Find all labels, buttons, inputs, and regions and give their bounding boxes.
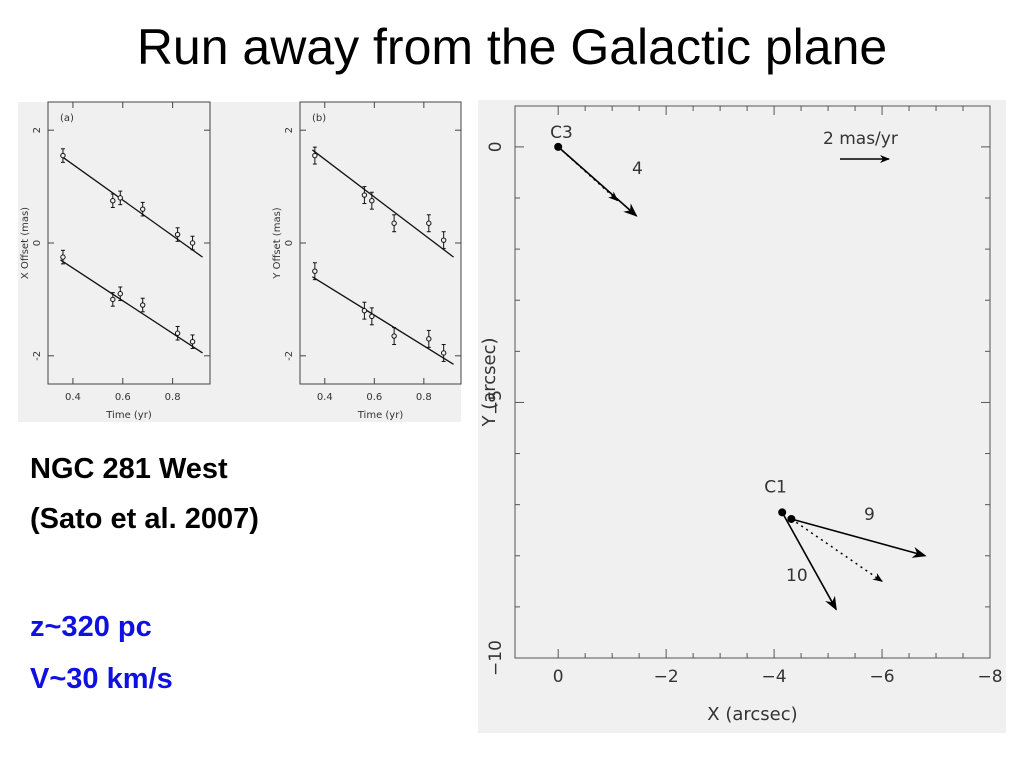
proper-motion-vector (557, 146, 638, 217)
source-point (778, 508, 787, 517)
data-point (440, 350, 447, 356)
x-tick-label: 0.6 (115, 392, 131, 403)
data-point (189, 339, 196, 345)
plot-frame (514, 105, 991, 659)
y-tick-label: 0 (486, 141, 506, 152)
data-point (60, 254, 66, 260)
fit-line (311, 149, 454, 258)
fit-line (312, 276, 454, 365)
data-point (140, 206, 146, 212)
proper-motion-vector (781, 511, 837, 611)
panel-label: (b) (312, 113, 326, 124)
x-tick-label: 0.8 (416, 392, 432, 403)
data-point (426, 220, 432, 226)
plot-frame (299, 101, 462, 385)
timeseries-figure: (a) 0.4 0.6 0.8 2 0 -2 Time (yr) X Offset (mas) (… (20, 101, 462, 421)
y-axis-label: X Offset (mas) (20, 207, 31, 279)
y-axis-label: Y Offset (mas) (272, 207, 283, 279)
data-point (60, 152, 66, 159)
x-tick-label: −4 (762, 667, 787, 687)
proper-motion-figure: 0 −2 −4 −6 −8 0 −5 −10 X (arcsec) Y (arcsec) 2 mas… (479, 105, 1003, 725)
x-tick-label: 0.4 (65, 392, 81, 403)
source-label: C1 (764, 477, 787, 497)
y-axis-label: Y (arcsec) (479, 337, 500, 427)
data-point (391, 333, 397, 339)
x-axis-label: Time (yr) (105, 410, 152, 421)
vector-label: 4 (632, 159, 643, 179)
x-tick-label: −6 (870, 667, 895, 687)
data-point (189, 240, 196, 246)
x-tick-label: −8 (977, 667, 1002, 687)
source-point (787, 514, 796, 523)
x-tick-label: 0.4 (317, 392, 333, 403)
data-point (426, 336, 432, 342)
data-point (174, 231, 181, 238)
data-point (117, 195, 123, 201)
proper-motion-figure-panel: 0 −2 −4 −6 −8 0 −5 −10 X (arcsec) Y (arcsec) 2 mas… (478, 100, 1006, 733)
y-tick-label: −10 (486, 640, 506, 676)
data-point (361, 192, 368, 198)
x-tick-label: 0 (553, 667, 564, 687)
fit-line (60, 259, 203, 354)
timeseries-figure-panel: (a) 0.4 0.6 0.8 2 0 -2 Time (yr) X Offset (mas) (… (18, 101, 462, 422)
y-tick-label: -2 (284, 351, 295, 361)
x-tick-label: 0.6 (366, 392, 382, 403)
y-tick-label: −5 (486, 390, 506, 415)
fit-line (60, 155, 203, 258)
distance-caption: z~320 pc (30, 611, 152, 643)
slide-title: Run away from the Galactic plane (136, 19, 888, 75)
x-axis-label: X (arcsec) (707, 704, 797, 725)
data-point (174, 330, 181, 336)
vector-label: 10 (786, 566, 808, 586)
object-name-caption: NGC 281 West (30, 453, 228, 485)
panel-label: (a) (60, 113, 74, 124)
data-point (140, 302, 146, 308)
x-axis-label: Time (yr) (357, 410, 404, 421)
data-point (312, 152, 318, 159)
y-tick-label: 0 (284, 240, 295, 246)
data-point (391, 220, 397, 226)
scale-label: 2 mas/yr (823, 129, 898, 149)
data-point (369, 313, 375, 320)
y-tick-label: -2 (32, 351, 43, 361)
y-tick-label: 2 (284, 127, 295, 133)
data-point (117, 291, 123, 297)
source-label: C3 (550, 123, 573, 143)
reference-caption: (Sato et al. 2007) (30, 503, 259, 535)
x-tick-label: −2 (654, 667, 679, 687)
source-point (554, 142, 563, 151)
data-point (361, 307, 368, 314)
vector-label: 9 (864, 505, 875, 525)
proper-motion-vector (791, 518, 927, 558)
data-point (110, 296, 116, 303)
data-point (110, 198, 116, 204)
model-motion-vector (790, 518, 883, 582)
velocity-caption: V~30 km/s (30, 663, 173, 695)
model-motion-vector (557, 146, 619, 202)
data-point (440, 237, 447, 243)
y-tick-label: 2 (32, 127, 43, 133)
x-tick-label: 0.8 (165, 392, 181, 403)
data-point (312, 268, 318, 274)
data-point (369, 198, 375, 204)
y-tick-label: 0 (32, 240, 43, 246)
